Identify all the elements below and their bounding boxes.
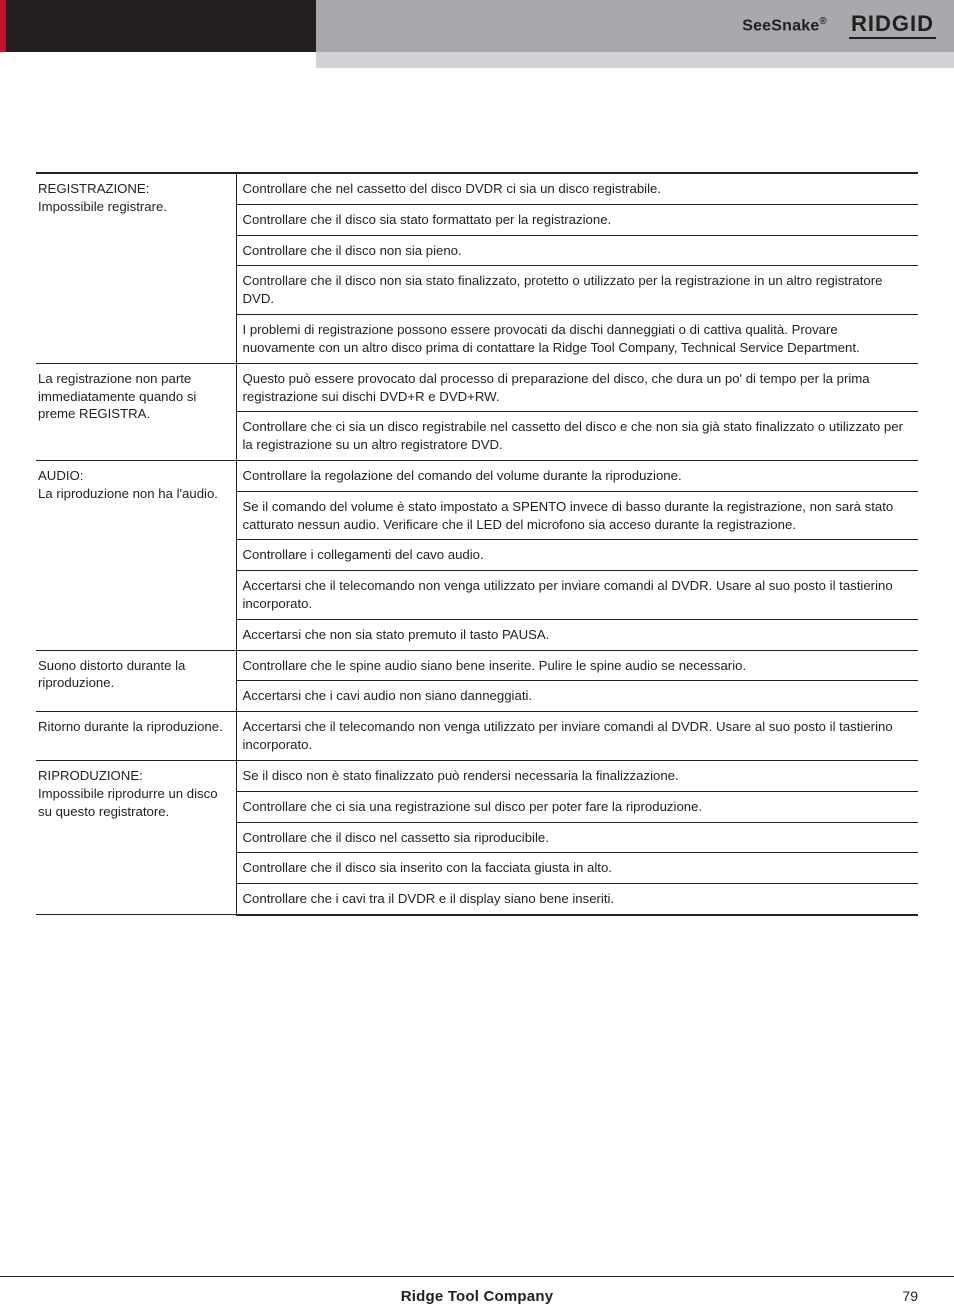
solution-cell: Accertarsi che il telecomando non venga … [236,571,918,620]
table-row: Suono distorto durante la riproduzione.C… [36,650,918,681]
troubleshoot-tbody: REGISTRAZIONE:Impossibile registrare.Con… [36,173,918,915]
solution-cell: Controllare che le spine audio siano ben… [236,650,918,681]
problem-cell: REGISTRAZIONE:Impossibile registrare. [36,173,236,363]
registered-mark: ® [819,16,827,27]
solution-cell: Controllare che il disco non sia stato f… [236,266,918,315]
problem-cell: Ritorno durante la riproduzione. [36,712,236,761]
header-dark-block [6,0,316,52]
solution-cell: Controllare che il disco sia inserito co… [236,853,918,884]
table-row: REGISTRAZIONE:Impossibile registrare.Con… [36,173,918,204]
solution-cell: Controllare che il disco nel cassetto si… [236,822,918,853]
solution-cell: Controllare che nel cassetto del disco D… [236,173,918,204]
solution-cell: Se il disco non è stato finalizzato può … [236,760,918,791]
solution-cell: Controllare che il disco sia stato forma… [236,204,918,235]
product-name-text: SeeSnake [742,18,819,35]
header-gray-block: SeeSnake® RIDGID [316,0,954,52]
page-body: REGISTRAZIONE:Impossibile registrare.Con… [0,52,954,916]
page-header: SeeSnake® RIDGID [0,0,954,52]
page-footer: Ridge Tool Company 79 [0,1276,954,1316]
solution-cell: Se il comando del volume è stato imposta… [236,491,918,540]
problem-cell: La registrazione non parte immediatament… [36,363,236,460]
solution-cell: Controllare la regolazione del comando d… [236,460,918,491]
footer-page-number: 79 [902,1288,918,1304]
solution-cell: Accertarsi che non sia stato premuto il … [236,619,918,650]
problem-cell: Suono distorto durante la riproduzione. [36,650,236,712]
troubleshoot-table: REGISTRAZIONE:Impossibile registrare.Con… [36,172,918,916]
problem-cell: AUDIO:La riproduzione non ha l'audio. [36,460,236,650]
solution-cell: Accertarsi che il telecomando non venga … [236,712,918,761]
solution-cell: Controllare che ci sia un disco registra… [236,412,918,461]
table-row: AUDIO:La riproduzione non ha l'audio.Con… [36,460,918,491]
table-row: RIPRODUZIONE:Impossibile riprodurre un d… [36,760,918,791]
table-row: Ritorno durante la riproduzione.Accertar… [36,712,918,761]
table-row: La registrazione non parte immediatament… [36,363,918,412]
solution-cell: Controllare che i cavi tra il DVDR e il … [236,884,918,915]
solution-cell: Controllare che il disco non sia pieno. [236,235,918,266]
solution-cell: Questo può essere provocato dal processo… [236,363,918,412]
footer-company: Ridge Tool Company [401,1288,554,1305]
problem-cell: RIPRODUZIONE:Impossibile riprodurre un d… [36,760,236,915]
brand-logo: RIDGID [849,13,936,39]
solution-cell: I problemi di registrazione possono esse… [236,315,918,364]
solution-cell: Controllare che ci sia una registrazione… [236,791,918,822]
solution-cell: Controllare i collegamenti del cavo audi… [236,540,918,571]
product-name: SeeSnake® [742,16,827,35]
solution-cell: Accertarsi che i cavi audio non siano da… [236,681,918,712]
